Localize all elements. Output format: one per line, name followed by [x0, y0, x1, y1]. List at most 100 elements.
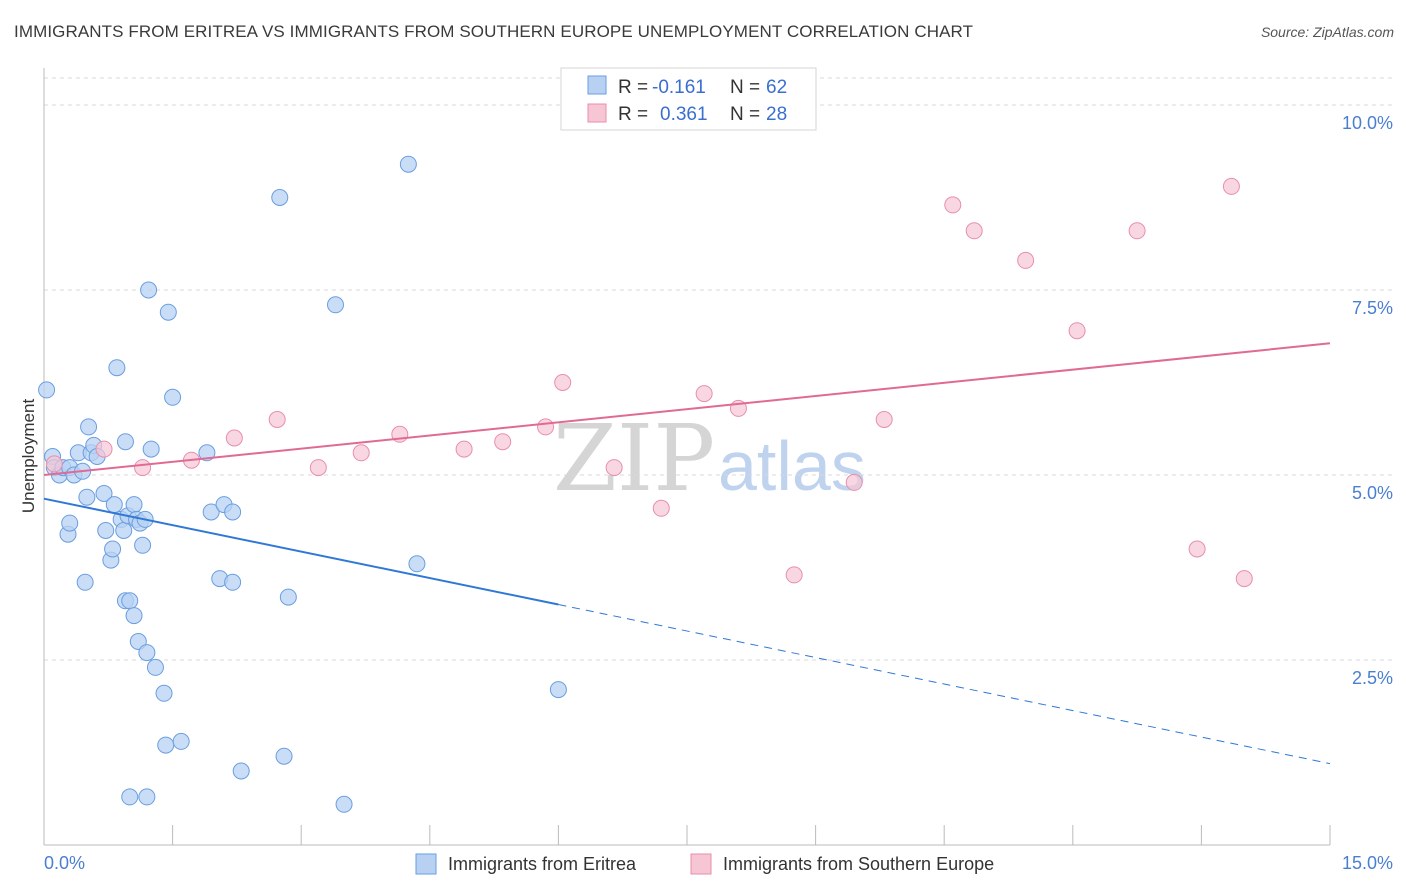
- southern-europe-point: [455, 440, 473, 458]
- chart-title: IMMIGRANTS FROM ERITREA VS IMMIGRANTS FR…: [14, 22, 974, 41]
- grid-lines: [44, 77, 1392, 661]
- legend-n-value-eritrea: 62: [766, 77, 787, 98]
- bottom-legend-swatch-eritrea: [415, 853, 437, 875]
- eritrea-point: [275, 747, 293, 765]
- bottom-legend-label-eritrea: Immigrants from Eritrea: [448, 854, 637, 874]
- eritrea-point: [146, 658, 164, 676]
- series-southern-europe-points: [45, 177, 1253, 588]
- series-eritrea-points: [38, 155, 567, 813]
- eritrea-point: [549, 681, 567, 699]
- legend-r-label-southern-europe: R =: [618, 104, 648, 125]
- y-tick-label: 5.0%: [1352, 483, 1393, 503]
- y-tick-label: 10.0%: [1342, 113, 1393, 133]
- southern-europe-point: [785, 566, 803, 584]
- eritrea-point: [155, 684, 173, 702]
- southern-europe-point: [309, 459, 327, 477]
- y-tick-labels: 2.5% 5.0% 7.5% 10.0%: [1342, 113, 1393, 688]
- southern-europe-point: [695, 385, 713, 403]
- eritrea-point: [399, 155, 417, 173]
- eritrea-point: [97, 522, 115, 539]
- eritrea-point: [157, 736, 175, 754]
- southern-europe-point: [944, 196, 962, 214]
- southern-europe-point: [95, 440, 113, 458]
- eritrea-trend-extension: [558, 604, 1331, 765]
- eritrea-point: [142, 440, 160, 458]
- eritrea-point: [121, 788, 139, 806]
- southern-europe-point: [1017, 251, 1035, 269]
- legend-n-label-eritrea: N =: [730, 77, 760, 98]
- eritrea-point: [104, 540, 122, 558]
- eritrea-point: [172, 732, 190, 750]
- eritrea-point: [115, 522, 133, 539]
- trend-lines: [43, 342, 1331, 765]
- eritrea-point: [76, 573, 94, 591]
- watermark-zip: ZIP: [553, 405, 715, 512]
- eritrea-point: [232, 762, 250, 780]
- eritrea-point: [138, 788, 156, 806]
- legend-r-value-eritrea: -0.161: [652, 77, 706, 98]
- eritrea-trend-line: [43, 497, 559, 606]
- southern-europe-point: [1188, 540, 1206, 558]
- legend-box: R = -0.161 N = 62 R = 0.361 N = 28: [560, 67, 817, 131]
- x-tick-label-max: 15.0%: [1342, 853, 1393, 873]
- source-label: Source: ZipAtlas.com: [1260, 24, 1394, 40]
- y-axis-title: Unemployment: [19, 399, 38, 514]
- eritrea-point: [279, 588, 297, 606]
- bottom-legend: Immigrants from Eritrea Immigrants from …: [415, 853, 994, 875]
- legend-n-value-southern-europe: 28: [766, 104, 787, 125]
- southern-europe-point: [1068, 322, 1086, 340]
- eritrea-point: [108, 359, 126, 377]
- eritrea-point: [134, 536, 152, 554]
- southern-europe-point: [652, 499, 670, 517]
- bottom-legend-swatch-southern-europe: [690, 853, 712, 875]
- eritrea-point: [121, 592, 139, 610]
- watermark-atlas: atlas: [718, 427, 866, 505]
- eritrea-point: [61, 514, 79, 532]
- eritrea-point: [38, 381, 56, 399]
- eritrea-point: [159, 303, 177, 321]
- eritrea-point: [224, 573, 242, 591]
- y-tick-label: 7.5%: [1352, 298, 1393, 318]
- southern-europe-point: [554, 374, 572, 391]
- legend-r-label-eritrea: R =: [618, 77, 648, 98]
- southern-europe-point: [494, 433, 512, 451]
- eritrea-point: [116, 433, 134, 451]
- southern-europe-point: [875, 411, 893, 428]
- eritrea-point: [138, 644, 156, 662]
- eritrea-point: [95, 485, 113, 502]
- legend-swatch-southern-europe: [587, 103, 607, 123]
- southern-europe-point: [537, 418, 555, 436]
- southern-europe-point: [225, 429, 243, 447]
- x-ticks: [43, 825, 1331, 845]
- eritrea-point: [125, 496, 143, 514]
- eritrea-point: [335, 795, 353, 813]
- southern-europe-point: [845, 473, 863, 491]
- eritrea-point: [408, 555, 426, 573]
- x-tick-label-min: 0.0%: [44, 853, 85, 873]
- legend-n-label-southern-europe: N =: [730, 104, 760, 125]
- southern-europe-trend-line: [43, 342, 1331, 476]
- eritrea-point: [105, 496, 123, 514]
- southern-europe-point: [605, 459, 623, 477]
- southern-europe-point: [352, 444, 370, 462]
- eritrea-point: [164, 388, 182, 406]
- southern-europe-point: [1222, 177, 1240, 195]
- eritrea-point: [80, 418, 98, 436]
- southern-europe-point: [1235, 570, 1253, 588]
- eritrea-point: [326, 296, 344, 314]
- eritrea-point: [78, 488, 96, 506]
- bottom-legend-label-southern-europe: Immigrants from Southern Europe: [723, 854, 994, 874]
- eritrea-point: [140, 281, 158, 299]
- eritrea-point: [125, 607, 143, 625]
- y-tick-label: 2.5%: [1352, 668, 1393, 688]
- legend-swatch-eritrea: [587, 75, 607, 95]
- southern-europe-point: [268, 411, 286, 428]
- eritrea-point: [202, 503, 220, 521]
- eritrea-point: [224, 503, 242, 521]
- eritrea-point: [271, 189, 289, 206]
- eritrea-point: [198, 444, 216, 462]
- southern-europe-point: [134, 459, 152, 477]
- southern-europe-point: [1128, 222, 1146, 240]
- southern-europe-point: [965, 222, 983, 240]
